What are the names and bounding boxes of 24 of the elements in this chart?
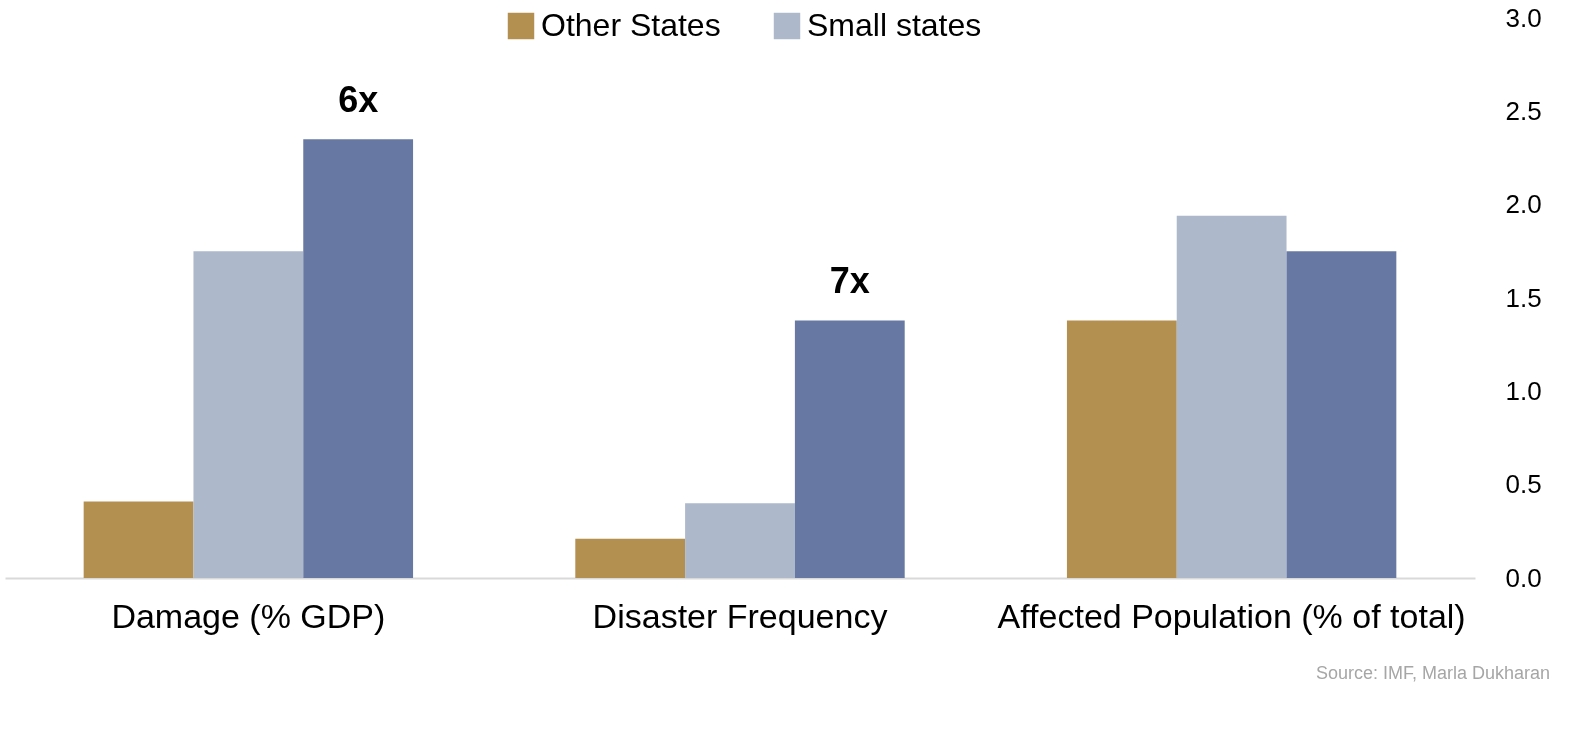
x-tick-label: Damage (% GDP) [111, 596, 386, 635]
y-tick-label: 0.0 [1505, 562, 1542, 593]
x-tick-label: Affected Population (% of total) [997, 596, 1466, 635]
annotation: 6x [338, 79, 379, 121]
y-tick-label: 3.0 [1505, 2, 1542, 33]
bar [303, 139, 414, 578]
x-tick-label: Disaster Frequency [592, 596, 888, 635]
annotation: 7x [829, 260, 870, 302]
bar [193, 251, 304, 578]
bar [1286, 251, 1397, 578]
legend-label: Small states [807, 7, 982, 43]
y-tick-label: 1.5 [1505, 282, 1542, 313]
bar [1176, 215, 1287, 578]
bar [794, 320, 905, 578]
y-tick-label: 1.0 [1505, 375, 1542, 406]
y-tick-label: 2.5 [1505, 95, 1542, 126]
source-note: Source: IMF, Marla Dukharan [1315, 663, 1550, 683]
bar [685, 503, 795, 578]
bar [83, 501, 194, 578]
bar [1066, 320, 1177, 578]
y-tick-label: 0.5 [1505, 469, 1542, 500]
y-tick-label: 2.0 [1505, 189, 1542, 220]
bar [575, 538, 686, 578]
legend-label: Other States [541, 7, 721, 43]
